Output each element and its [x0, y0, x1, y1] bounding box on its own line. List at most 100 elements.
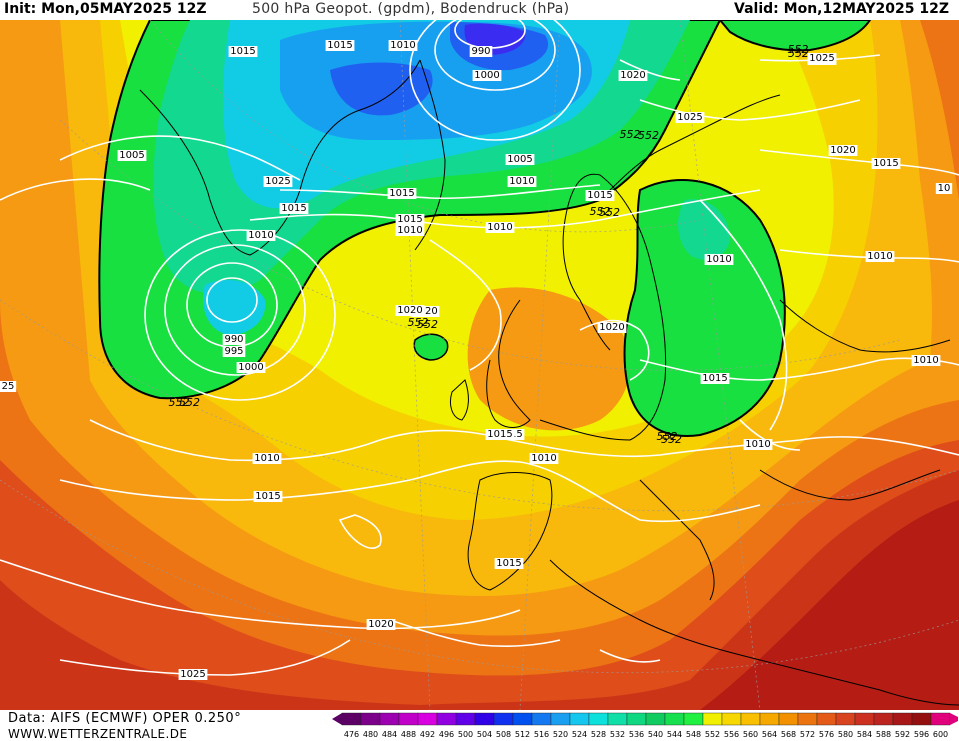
scale-swatch	[607, 712, 628, 726]
scale-swatch	[759, 712, 780, 726]
scale-label: 552	[705, 730, 720, 739]
scale-swatch	[645, 712, 666, 726]
pressure-label: 1020	[410, 306, 440, 317]
scale-label: 488	[401, 730, 416, 739]
label-552-f: 552	[788, 47, 809, 60]
pressure-value: 552	[408, 316, 429, 329]
scale-swatch	[588, 712, 609, 726]
pressure-label: 1010	[704, 254, 734, 265]
pressure-label: 1020	[618, 70, 648, 81]
scale-label: 548	[686, 730, 701, 739]
fill-cyan-low	[202, 280, 266, 335]
pressure-label: 1025	[263, 176, 293, 187]
pressure-value: 1015	[587, 190, 612, 201]
pressure-value: 1010	[913, 355, 938, 366]
pressure-value: 1020	[830, 145, 855, 156]
pressure-value: 1025	[265, 176, 290, 187]
pressure-label: 552	[169, 396, 190, 409]
pressure-value: 1015	[255, 491, 280, 502]
pressure-label: 552	[590, 205, 611, 218]
pressure-label: 1015	[871, 158, 901, 169]
scale-label: 512	[515, 730, 530, 739]
scale-labels: 476 480 484 488 492 496 500 504 508 512 516 520 524 5…	[344, 730, 948, 739]
pressure-label: 1010	[865, 251, 895, 262]
pressure-label: 1000	[236, 362, 266, 373]
pressure-label: 1015	[485, 429, 515, 440]
pressure-value: 552	[657, 430, 678, 443]
pressure-label: 1015	[279, 203, 309, 214]
scale-label: 480	[363, 730, 378, 739]
scale-label: 580	[838, 730, 853, 739]
fill-green-ne	[718, 20, 872, 52]
pressure-label: 1010	[743, 439, 773, 450]
pressure-value: 995	[224, 346, 243, 357]
pressure-value: 552	[169, 396, 190, 409]
scale-swatch	[398, 712, 419, 726]
pressure-value: 1010	[509, 176, 534, 187]
scale-swatch	[797, 712, 818, 726]
scale-swatch	[531, 712, 552, 726]
scale-label: 576	[819, 730, 834, 739]
scale-swatch	[911, 712, 932, 726]
scale-swatch	[360, 712, 381, 726]
scale-label: 484	[382, 730, 397, 739]
scale-label: 564	[762, 730, 777, 739]
pressure-label: 995	[222, 346, 246, 357]
scale-arrow-left	[332, 713, 342, 725]
scale-swatch	[455, 712, 476, 726]
scale-label: 532	[610, 730, 625, 739]
scale-swatch	[740, 712, 761, 726]
pressure-label: 25	[0, 381, 17, 392]
scale-label: 496	[439, 730, 454, 739]
label-552-b: 552	[417, 318, 438, 331]
pressure-value: 1010	[390, 40, 415, 51]
pressure-label: 1010	[507, 176, 537, 187]
pressure-value: 1010	[867, 251, 892, 262]
pressure-label: 1015	[494, 558, 524, 569]
scale-label: 544	[667, 730, 682, 739]
pressure-value: 1025	[809, 53, 834, 64]
scale-swatch	[683, 712, 704, 726]
pressure-label: 1010	[388, 40, 418, 51]
pressure-value: 1000	[238, 362, 263, 373]
pressure-label: 1015	[585, 190, 615, 201]
scale-label: 596	[914, 730, 929, 739]
scale-label: 500	[458, 730, 473, 739]
scale-label: 556	[724, 730, 739, 739]
pressure-value: 1020	[620, 70, 645, 81]
pressure-value: 1020	[397, 305, 422, 316]
scale-swatch	[892, 712, 913, 726]
pressure-value: 1015	[389, 188, 414, 199]
pressure-labels: 1015101510109901000102010201025101510101…	[0, 40, 953, 680]
pressure-value: 1015	[230, 46, 255, 57]
scale-swatch	[626, 712, 647, 726]
pressure-label: 1000	[472, 70, 502, 81]
data-source: Data: AIFS (ECMWF) OPER 0.250°	[8, 711, 242, 726]
pressure-label: 1020	[828, 145, 858, 156]
pressure-value: 1010	[706, 254, 731, 265]
fill-green-east	[623, 179, 786, 437]
pressure-value: 1015	[281, 203, 306, 214]
website-url: WWW.WETTERZENTRALE.DE	[8, 727, 188, 741]
pressure-value: 10	[938, 183, 951, 194]
pressure-value: 1020	[412, 306, 437, 317]
pressure-value: 1025	[677, 112, 702, 123]
scale-label: 540	[648, 730, 663, 739]
pressure-label: 1015	[700, 373, 730, 384]
pressure-value: 552	[590, 205, 611, 218]
scale-swatch	[493, 712, 514, 726]
pressure-value: 1010	[254, 453, 279, 464]
pressure-value: 1000	[474, 70, 499, 81]
scale-swatch	[341, 712, 362, 726]
scale-swatch	[816, 712, 837, 726]
scale-swatch	[702, 712, 723, 726]
scale-label: 536	[629, 730, 644, 739]
pressure-label: 1010	[485, 222, 515, 233]
pressure-label: 1015	[228, 46, 258, 57]
pressure-label: 1010	[395, 225, 425, 236]
pressure-label: 1010	[246, 230, 276, 241]
scale-swatch	[854, 712, 875, 726]
label-552-e: 552	[661, 433, 682, 446]
scale-label: 560	[743, 730, 758, 739]
pressure-value: 1015	[487, 429, 512, 440]
